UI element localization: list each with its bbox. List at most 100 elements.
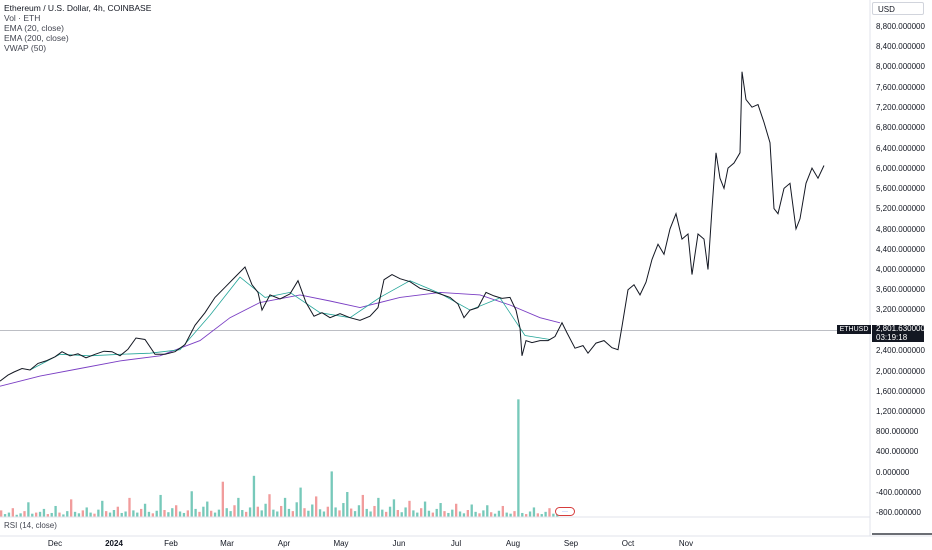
price-tick-label: 4,400.000000: [876, 245, 925, 254]
volume-bar: [241, 510, 244, 517]
volume-bar: [252, 475, 256, 517]
price-tick-label: -800.000000: [876, 508, 921, 517]
volume-bar: [462, 513, 466, 517]
volume-bar: [54, 505, 57, 517]
volume-bar: [528, 511, 532, 517]
price-tick-label: 6,400.000000: [876, 144, 925, 153]
volume-bar: [272, 509, 275, 517]
volume-bar: [62, 514, 65, 517]
volume-bar: [221, 481, 224, 517]
volume-bar: [404, 507, 407, 517]
volume-bar: [548, 508, 551, 517]
time-axis[interactable]: Dec 2024 Feb Mar Apr May Jun Jul Aug Sep Oct Nov: [48, 539, 693, 548]
price-tick-label: 5,600.000000: [876, 184, 925, 193]
volume-bar: [439, 503, 442, 517]
price-tick-label: 8,800.000000: [876, 22, 925, 31]
volume-bar: [3, 514, 7, 517]
volume-bar: [299, 487, 302, 517]
volume-bar: [427, 510, 431, 517]
volume-bar: [412, 510, 415, 517]
volume-bar: [532, 507, 536, 517]
symbol-price-tag: ETHUSD: [837, 325, 871, 334]
ema-200-line: [0, 291, 561, 387]
indicator-ema-20[interactable]: EMA (20, close): [4, 23, 64, 33]
volume-badge[interactable]: ···: [555, 507, 575, 516]
volume-bar: [171, 508, 174, 517]
volume-bar: [136, 512, 139, 517]
volume-bar: [291, 511, 294, 517]
price-tick-label: 4,800.000000: [876, 225, 925, 234]
volume-bar: [143, 503, 147, 517]
volume-bar: [15, 514, 18, 517]
volume-bar: [256, 506, 259, 517]
volume-bar: [400, 512, 403, 517]
time-tick-label: Mar: [220, 539, 234, 548]
price-tick-label: 0.000000: [876, 468, 910, 477]
volume-bar: [353, 511, 357, 517]
indicator-volume[interactable]: Vol · ETH: [4, 13, 41, 23]
volume-bar: [381, 509, 384, 517]
rsi-indicator-label[interactable]: RSI (14, close): [4, 521, 57, 530]
volume-bar: [46, 514, 49, 517]
volume-bar: [493, 513, 497, 517]
volume-bar: [338, 510, 341, 517]
volume-bar: [178, 511, 182, 517]
volume-bar: [361, 494, 364, 517]
volume-bar: [35, 512, 38, 517]
volume-bar: [330, 471, 333, 517]
chart-legend: Ethereum / U.S. Dollar, 4h, COINBASE Vol…: [4, 3, 151, 53]
price-axis[interactable]: 8,800.000000 8,400.000000 8,000.000000 7,60…: [876, 22, 925, 517]
volume-bar: [11, 508, 14, 517]
volume-bar: [521, 512, 524, 517]
volume-bar: [342, 503, 345, 517]
price-tick-label: 2,000.000000: [876, 367, 925, 376]
volume-bar: [478, 513, 481, 517]
volume-bar: [505, 512, 508, 517]
volume-bar: [540, 514, 543, 517]
volume-bar: [385, 511, 388, 517]
volume-bars: [0, 399, 559, 517]
price-tick-label: 7,200.000000: [876, 103, 925, 112]
volume-bar: [451, 509, 454, 517]
volume-bar: [155, 510, 158, 517]
price-tick-label: -400.000000: [876, 488, 921, 497]
volume-bar: [315, 496, 318, 517]
symbol-title[interactable]: Ethereum / U.S. Dollar, 4h, COINBASE: [4, 3, 152, 13]
volume-bar: [77, 513, 81, 517]
volume-bar: [159, 494, 162, 517]
volume-bar: [443, 511, 446, 517]
volume-bar: [19, 513, 22, 517]
volume-bar: [206, 501, 209, 517]
price-tick-label: 6,000.000000: [876, 164, 925, 173]
volume-bar: [525, 514, 528, 517]
time-tick-label: 2024: [105, 539, 123, 548]
volume-bar: [283, 497, 287, 517]
price-tick-label: 1,200.000000: [876, 407, 925, 416]
volume-bar: [264, 503, 267, 517]
time-tick-label: Dec: [48, 539, 62, 548]
volume-bar: [248, 507, 252, 517]
volume-bar: [167, 512, 170, 517]
time-tick-label: Jun: [393, 539, 406, 548]
volume-bar: [458, 511, 462, 517]
volume-bar: [326, 506, 329, 517]
volume-bar: [217, 509, 221, 517]
indicator-ema-200[interactable]: EMA (200, close): [4, 33, 69, 43]
volume-bar: [237, 497, 240, 517]
price-tick-label: 2,400.000000: [876, 346, 925, 355]
volume-bar: [466, 510, 469, 517]
volume-bar: [186, 510, 189, 517]
volume-bar: [7, 512, 11, 517]
volume-bar: [175, 505, 178, 517]
volume-bar: [552, 513, 555, 517]
volume-bar: [408, 500, 411, 517]
volume-bar: [147, 511, 151, 517]
indicator-vwap[interactable]: VWAP (50): [4, 43, 47, 53]
volume-bar: [260, 510, 263, 517]
volume-bar: [517, 399, 520, 517]
volume-bar: [202, 506, 205, 517]
currency-selector[interactable]: USD: [872, 2, 924, 15]
volume-bar: [474, 511, 477, 517]
last-price-tag: 2,801.630000 03:19:18: [872, 324, 925, 342]
